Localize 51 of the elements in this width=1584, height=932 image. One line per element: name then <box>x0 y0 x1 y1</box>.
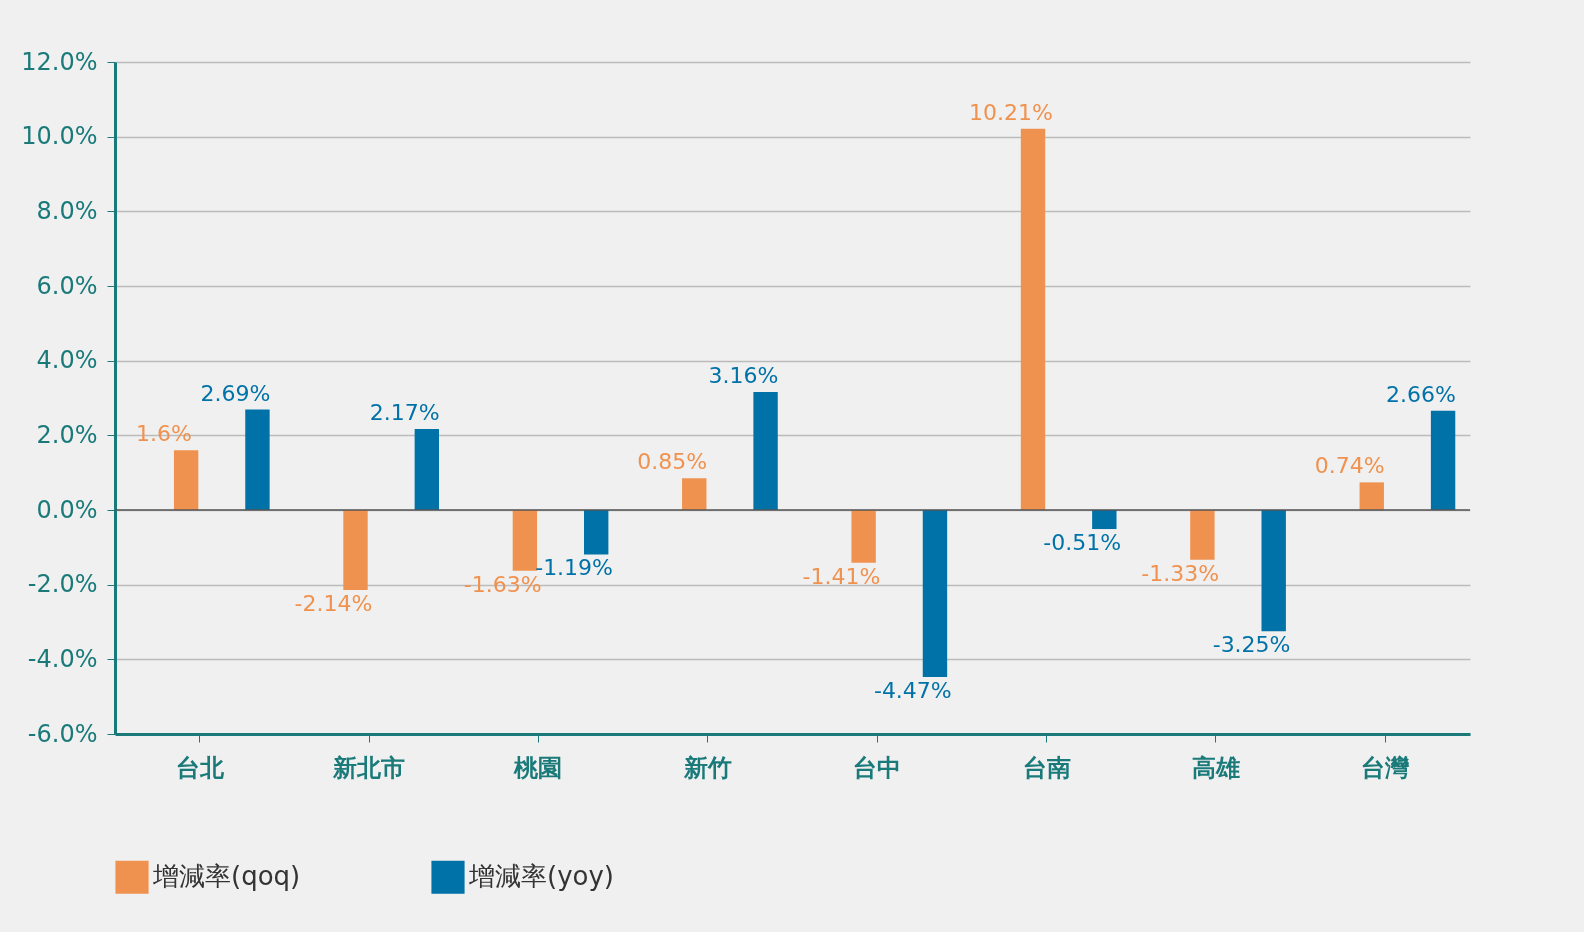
x-tick-label: 高雄 <box>1191 753 1240 782</box>
bar <box>682 478 707 510</box>
data-label: -2.14% <box>294 590 373 616</box>
legend-label: 增減率(yoy) <box>468 861 614 892</box>
data-label: -0.51% <box>1043 530 1122 556</box>
bar <box>1190 510 1215 560</box>
y-tick-label: -4.0% <box>27 644 98 673</box>
legend-label: 增減率(qoq) <box>152 861 301 892</box>
x-tick-label: 新竹 <box>682 753 732 782</box>
data-label: 0.74% <box>1314 453 1385 479</box>
bar <box>343 510 368 590</box>
data-label: -4.47% <box>873 677 952 703</box>
data-label: 10.21% <box>968 99 1053 125</box>
y-tick-label: -6.0% <box>27 719 98 748</box>
x-tick-label: 台北 <box>175 753 225 782</box>
y-tick-label: 12.0% <box>21 47 98 76</box>
bar <box>1092 510 1117 530</box>
y-tick-label: -2.0% <box>27 570 98 599</box>
bar <box>1430 410 1456 510</box>
y-tick-label: 6.0% <box>36 271 98 300</box>
bar <box>1261 510 1286 632</box>
x-tick-label: 台灣 <box>1361 753 1411 782</box>
bar <box>512 510 538 571</box>
data-label: 2.69% <box>200 380 271 406</box>
y-tick-label: 8.0% <box>36 196 98 225</box>
data-label: 3.16% <box>708 363 779 389</box>
x-tick-label: 桃園 <box>513 753 563 782</box>
data-label: -1.33% <box>1141 560 1220 586</box>
data-label: -3.25% <box>1212 632 1291 658</box>
x-tick-label: 台中 <box>853 753 902 782</box>
bar <box>584 510 609 555</box>
bar <box>851 510 876 563</box>
bar <box>1020 128 1046 510</box>
data-label: -1.41% <box>802 563 881 589</box>
y-tick-label: 10.0% <box>21 122 98 151</box>
x-tick-label: 台南 <box>1022 753 1071 782</box>
data-label: 2.17% <box>369 399 440 425</box>
x-tick-label: 新北市 <box>332 753 406 782</box>
bar <box>414 428 440 510</box>
bar <box>922 510 948 677</box>
y-tick-label: 0.0% <box>36 495 98 524</box>
data-label: 1.6% <box>136 421 192 447</box>
bar <box>753 392 778 510</box>
y-tick-label: 4.0% <box>36 346 98 375</box>
y-tick-label: 2.0% <box>36 420 98 449</box>
data-label: 0.85% <box>637 449 708 475</box>
bar <box>1359 482 1384 510</box>
bar <box>245 409 270 510</box>
bar <box>173 450 199 510</box>
data-label: -1.63% <box>463 571 542 597</box>
data-label: 2.66% <box>1386 381 1456 407</box>
